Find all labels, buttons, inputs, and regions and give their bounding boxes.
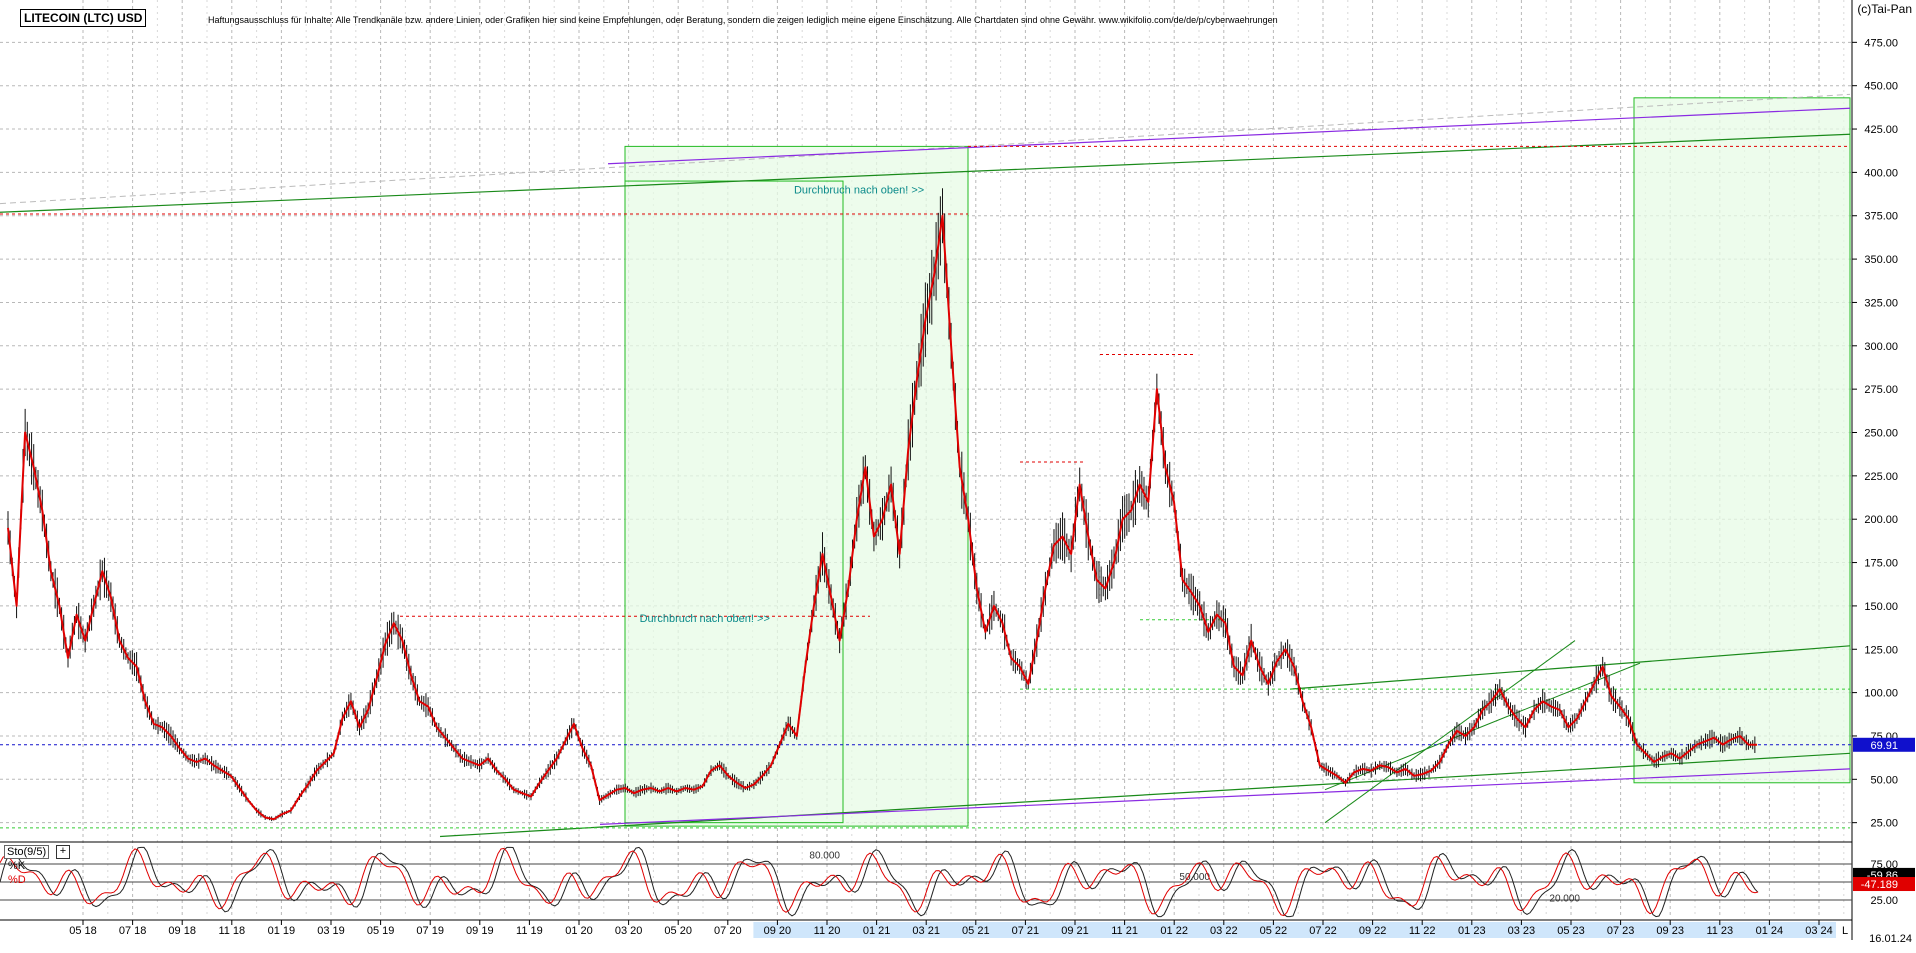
d-value-tag: [1853, 877, 1915, 892]
breakout-annotation: Durchbruch nach oben! >>: [640, 613, 770, 625]
time-tick-label: 11 23: [1706, 925, 1733, 937]
time-tick-label: 07 18: [119, 925, 147, 937]
time-tick-label: 07 21: [1012, 925, 1040, 937]
time-tick-label: 09 18: [168, 925, 196, 937]
trend-lines: [0, 93, 1852, 838]
price-tick-label: 225.00: [1864, 471, 1898, 483]
time-tick-label: 09 21: [1061, 925, 1089, 937]
time-tick-label: 03 22: [1210, 925, 1238, 937]
trend-line: [0, 93, 1851, 205]
time-tick-label: 11 18: [218, 925, 245, 937]
last-price-tag: [1853, 737, 1915, 752]
price-tick-label: 25.00: [1870, 818, 1898, 830]
trend-line: [439, 752, 1851, 838]
time-tick-label: 03 21: [912, 925, 940, 937]
price-tick-label: 50.00: [1870, 774, 1898, 786]
trend-line: [0, 133, 1851, 213]
time-tick-label: 03 24: [1805, 925, 1833, 937]
time-tick-label: 03 23: [1508, 925, 1536, 937]
time-tick-label: 05 18: [69, 925, 97, 937]
time-tick-label: 03 20: [615, 925, 643, 937]
stoch-k-line: [0, 846, 1759, 918]
time-tick-label: 07 22: [1309, 925, 1337, 937]
price-tick-label: 325.00: [1864, 297, 1898, 309]
time-tick-label: 01 24: [1756, 925, 1784, 937]
breakout-annotation: Durchbruch nach oben! >>: [794, 185, 924, 197]
time-tick-label: 11 19: [516, 925, 543, 937]
add-indicator-button[interactable]: +: [56, 845, 70, 859]
price-tick-label: 150.00: [1864, 601, 1898, 613]
time-axis: 05 18 07 18 09 18 11 18 01 19 03 19 05 19 07 19…: [69, 920, 1848, 938]
time-tick-label: 09 19: [466, 925, 494, 937]
price-tick-label: 200.00: [1864, 514, 1898, 526]
osc-level-label: 20.000: [1549, 894, 1580, 905]
highlight-boxes: [624, 97, 1851, 827]
trend-line: [1289, 645, 1851, 690]
price-tick-label: 250.00: [1864, 428, 1898, 440]
time-tick-label: 11 20: [814, 925, 841, 937]
price-line: [7, 214, 1758, 821]
trend-line: [607, 107, 1851, 165]
oscillator-label[interactable]: Sto(9/5): [4, 845, 50, 859]
time-tick-label: 05 23: [1557, 925, 1585, 937]
time-tick-label: 01 19: [268, 925, 296, 937]
time-tick-label: 01 21: [863, 925, 891, 937]
legend-d: %D: [8, 874, 26, 886]
copyright-label: (c)Tai-Pan: [1857, 2, 1912, 16]
time-tick-label: 09 23: [1656, 925, 1684, 937]
time-tick-label: 07 23: [1607, 925, 1635, 937]
axis-highlight: [753, 922, 1836, 938]
consolidation-box: [1633, 97, 1851, 784]
time-tick-label: 09 20: [764, 925, 792, 937]
price-tick-label: 375.00: [1864, 211, 1898, 223]
axis-end-label: L: [1842, 925, 1848, 937]
time-tick-label: 05 22: [1260, 925, 1288, 937]
price-tick-label: 125.00: [1864, 644, 1898, 656]
trend-line: [599, 768, 1851, 825]
price-tick-label: 175.00: [1864, 558, 1898, 570]
last-price-label: 69.91: [1870, 740, 1898, 752]
price-tick-label: 450.00: [1864, 81, 1898, 93]
time-tick-label: 05 21: [962, 925, 990, 937]
price-tick-label: 300.00: [1864, 341, 1898, 353]
stoch-d-line: [0, 847, 1759, 917]
consolidation-box: [624, 145, 969, 827]
time-tick-label: 05 19: [367, 925, 395, 937]
chart-title: LITECOIN (LTC) USD: [20, 9, 147, 27]
time-tick-label: 09 22: [1359, 925, 1387, 937]
disclaimer-text: Haftungsausschluss für Inhalte: Alle Tre…: [208, 15, 1278, 25]
time-tick-label: 07 20: [714, 925, 742, 937]
osc-level-label: 80.000: [809, 850, 840, 861]
price-tick-label: 275.00: [1864, 384, 1898, 396]
time-tick-label: 01 23: [1458, 925, 1486, 937]
osc-level-label: 50.000: [1179, 872, 1210, 883]
time-tick-label: 11 22: [1409, 925, 1436, 937]
stochastic-oscillator: 25.0075.0080.00050.00020.000-59.86-47.18…: [0, 846, 1915, 918]
time-tick-label: 07 19: [416, 925, 444, 937]
time-tick-label: 11 21: [1111, 925, 1138, 937]
price-series: [7, 188, 1758, 822]
legend-k: %K: [8, 860, 26, 872]
price-tick-label: 425.00: [1864, 124, 1898, 136]
d-value-label: -47.189: [1861, 879, 1898, 891]
annotations: Durchbruch nach oben! >> Durchbruch nach …: [640, 185, 925, 625]
price-tick-label: 475.00: [1864, 37, 1898, 49]
price-tick-label: 100.00: [1864, 688, 1898, 700]
time-tick-label: 05 20: [664, 925, 692, 937]
time-tick-label: 01 22: [1160, 925, 1188, 937]
price-tick-label: 350.00: [1864, 254, 1898, 266]
time-tick-label: 01 20: [565, 925, 593, 937]
last-date: 16.01.24: [1869, 933, 1912, 945]
time-tick-label: 03 19: [317, 925, 345, 937]
trend-line: [1324, 640, 1576, 824]
osc-tick-label: 25.00: [1870, 895, 1898, 907]
price-tick-label: 400.00: [1864, 167, 1898, 179]
